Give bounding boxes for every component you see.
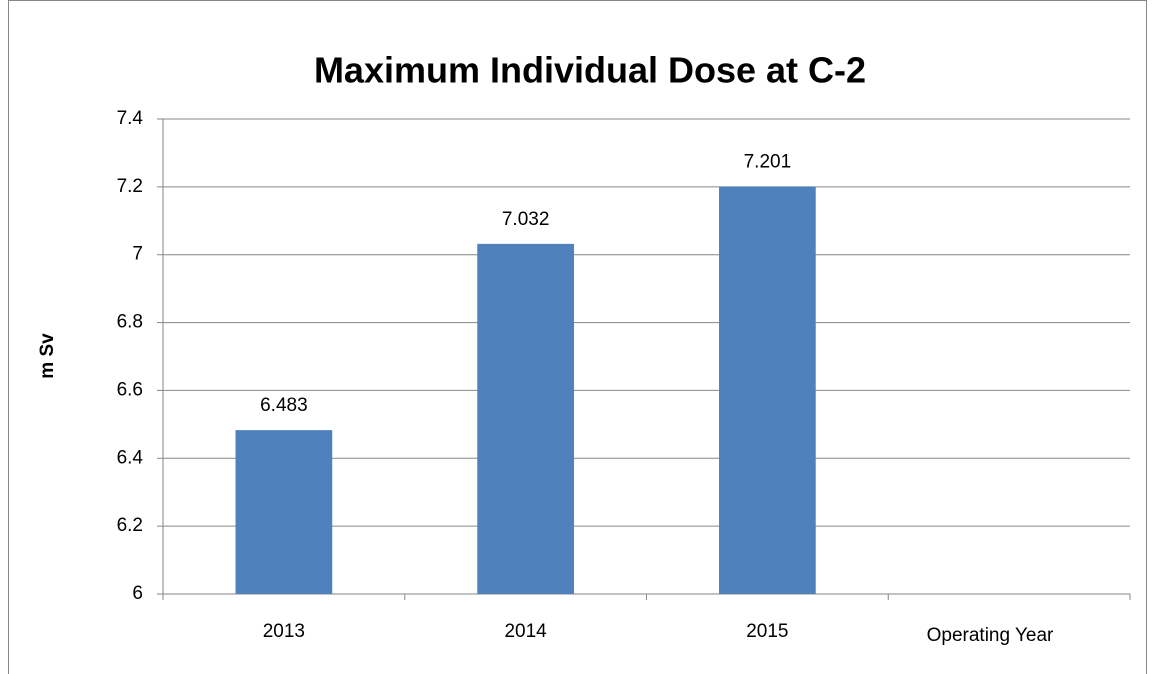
bar (477, 243, 574, 594)
y-axis-label: m Sv (37, 333, 58, 379)
y-tick-label: 6.2 (117, 515, 143, 536)
y-tick-label: 6 (132, 583, 143, 604)
y-tick-label: 7.4 (117, 108, 144, 129)
y-tick-label: 7.2 (117, 176, 143, 197)
x-tick-label: 2014 (504, 621, 547, 642)
x-tick-label: 2015 (746, 621, 788, 642)
x-axis-label: Operating Year (927, 625, 1054, 646)
y-tick-label: 6.8 (117, 312, 143, 333)
chart-frame (8, 0, 1147, 674)
y-tick-label: 6.6 (117, 379, 143, 400)
y-tick-label: 7 (132, 244, 143, 265)
x-tick-label: 2013 (263, 621, 305, 642)
data-label: 6.483 (260, 395, 308, 416)
data-label: 7.032 (502, 209, 550, 230)
chart-title: Maximum Individual Dose at C-2 (314, 50, 866, 91)
data-label: 7.201 (744, 152, 792, 173)
y-tick-label: 6.4 (117, 447, 144, 468)
bar (235, 430, 333, 594)
bar (719, 186, 816, 594)
